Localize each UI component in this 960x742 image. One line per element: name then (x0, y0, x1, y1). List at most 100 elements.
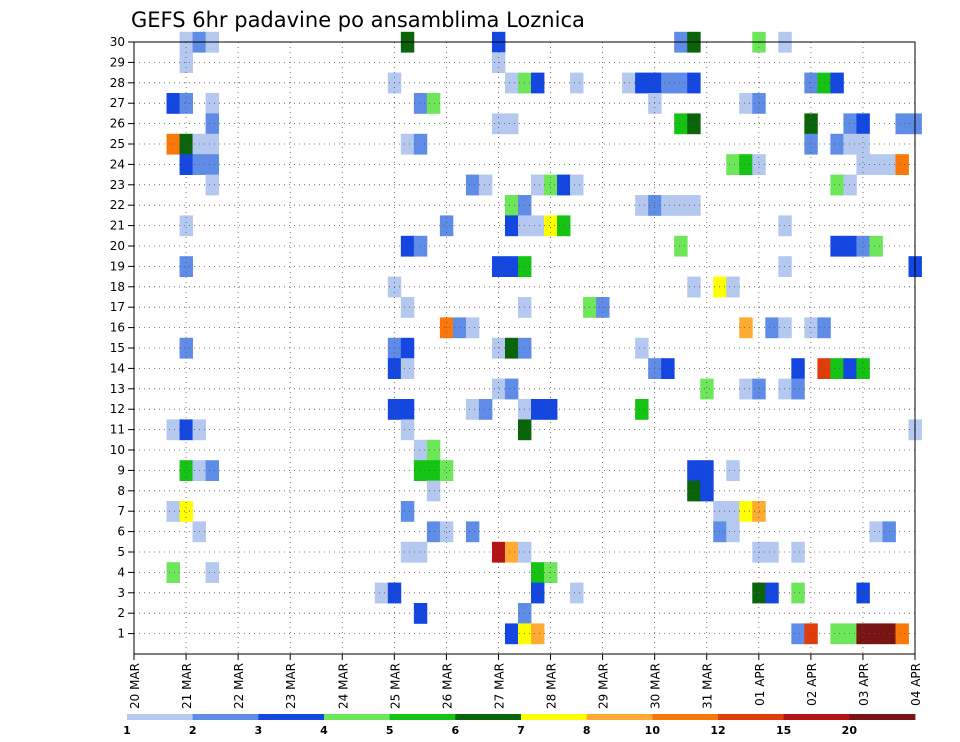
heatmap-cell (205, 174, 220, 196)
y-tick-label: 5 (117, 545, 125, 559)
y-tick-label: 26 (110, 117, 125, 131)
y-tick-label: 7 (117, 504, 125, 518)
heatmap-cell (166, 419, 180, 441)
heatmap-cell (557, 215, 571, 237)
heatmap-cells (166, 31, 922, 645)
colorbar-swatch (521, 714, 588, 720)
heatmap-cell (413, 235, 428, 257)
heatmap-cell (179, 154, 193, 175)
heatmap-cell (674, 195, 688, 216)
x-tick-label: 22 MAR (232, 663, 246, 709)
heatmap-cell (804, 133, 818, 155)
heatmap-cell (843, 174, 857, 196)
x-tick-label: 27 MAR (492, 663, 506, 709)
heatmap-cell (491, 256, 506, 277)
heatmap-cell (400, 501, 415, 522)
heatmap-cell (205, 133, 220, 155)
heatmap-cell (179, 337, 193, 359)
heatmap-cell (700, 460, 714, 481)
colorbar-label: 10 (645, 724, 661, 737)
heatmap-cell (504, 72, 519, 94)
colorbar-label: 2 (189, 724, 197, 737)
heatmap-cell (778, 317, 792, 339)
heatmap-cell (687, 195, 701, 216)
heatmap-cell (491, 337, 506, 359)
heatmap-cell (843, 235, 857, 257)
heatmap-cell (661, 358, 675, 379)
colorbar-label: 3 (255, 724, 263, 737)
heatmap-cell (804, 113, 818, 135)
x-tick-label: 25 MAR (388, 663, 402, 709)
y-tick-label: 15 (110, 341, 125, 355)
x-tick-label: 30 MAR (649, 663, 663, 709)
y-axis-ticks: 1234567891011121314151617181920212223242… (110, 35, 134, 641)
heatmap-cell (426, 460, 441, 481)
heatmap-cell (439, 215, 454, 237)
heatmap-cell (413, 541, 428, 563)
heatmap-cell (856, 133, 870, 155)
heatmap-cell (179, 133, 193, 155)
heatmap-cell (504, 113, 519, 135)
y-tick-label: 3 (117, 586, 125, 600)
heatmap-cell (570, 582, 584, 604)
heatmap-cell (674, 235, 688, 257)
heatmap-cell (179, 256, 193, 277)
y-tick-label: 1 (117, 627, 125, 641)
colorbar-label: 1 (123, 724, 131, 737)
colorbar-swatch (718, 714, 785, 720)
heatmap-cell (166, 501, 180, 522)
heatmap-cell (413, 133, 428, 155)
heatmap-cell (726, 460, 740, 481)
heatmap-cell (426, 480, 441, 502)
colorbar-swatch (849, 714, 916, 720)
y-tick-label: 19 (110, 259, 125, 273)
heatmap-cell (778, 256, 792, 277)
heatmap-cell (504, 215, 519, 237)
heatmap-cell (504, 195, 519, 216)
heatmap-cell (439, 521, 454, 543)
y-tick-label: 22 (110, 198, 125, 212)
x-tick-label: 03 APR (857, 663, 871, 706)
heatmap-cell (791, 378, 805, 400)
heatmap-cell (400, 399, 415, 420)
heatmap-cell (544, 215, 558, 237)
heatmap-cell (478, 399, 493, 420)
x-tick-label: 20 MAR (128, 663, 142, 709)
heatmap-cell (856, 623, 870, 645)
heatmap-cell (400, 541, 415, 563)
heatmap-cell (426, 439, 441, 461)
heatmap-cell (166, 133, 180, 155)
colorbar-swatch (389, 714, 456, 720)
heatmap-cell (635, 399, 649, 420)
colorbar-swatch (586, 714, 653, 720)
heatmap-cell (544, 399, 558, 420)
heatmap-cell (830, 235, 844, 257)
colorbar-swatch (783, 714, 850, 720)
heatmap-cell (700, 480, 714, 502)
heatmap-cell (687, 113, 701, 135)
heatmap-cell (830, 133, 844, 155)
heatmap-cell (843, 623, 857, 645)
heatmap-cell (726, 501, 740, 522)
heatmap-cell (531, 562, 545, 583)
heatmap-cell (179, 93, 193, 114)
heatmap-cell (726, 276, 740, 298)
heatmap-cell (439, 460, 454, 481)
colorbar-swatch (192, 714, 259, 720)
heatmap-cell (674, 72, 688, 94)
heatmap-cell (166, 562, 180, 583)
y-tick-label: 4 (117, 565, 125, 579)
y-tick-label: 28 (110, 76, 125, 90)
heatmap-cell (544, 174, 558, 196)
y-tick-label: 14 (110, 361, 125, 375)
heatmap-cell (791, 358, 805, 379)
heatmap-cell (465, 399, 480, 420)
heatmap-cell (465, 174, 480, 196)
heatmap-cell (791, 541, 805, 563)
heatmap-cell (700, 378, 714, 400)
heatmap-cell (843, 133, 857, 155)
heatmap-cell (179, 215, 193, 237)
colorbar-swatch (127, 714, 194, 720)
heatmap-cell (426, 521, 441, 543)
